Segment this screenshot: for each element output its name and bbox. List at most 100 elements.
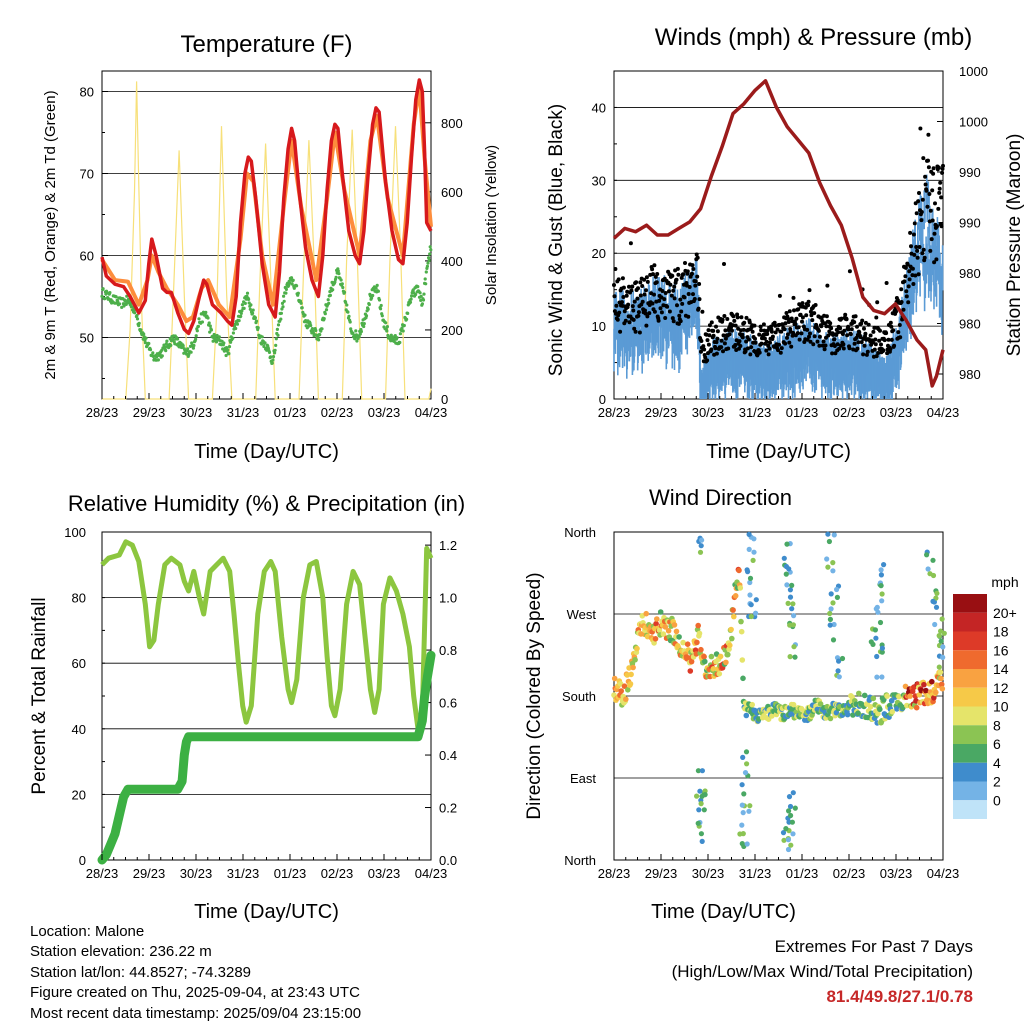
dewpoint-point — [135, 317, 140, 321]
direction-point — [924, 552, 930, 558]
pressure-ytick-label: 980 — [959, 266, 981, 281]
gust-point — [936, 206, 941, 211]
gust-point — [795, 331, 800, 336]
dewpoint-point — [231, 336, 235, 340]
dewpoint-point — [240, 303, 244, 307]
gust-point — [749, 345, 754, 350]
direction-point — [753, 610, 759, 616]
extremes-title: Extremes For Past 7 Days — [774, 937, 973, 956]
dewpoint-point — [428, 252, 432, 256]
direction-point — [654, 616, 660, 622]
dewpoint-point — [284, 287, 288, 291]
gust-point — [741, 327, 746, 332]
gust-point — [647, 311, 652, 316]
gust-point — [697, 282, 702, 286]
dewpoint-point — [251, 311, 255, 315]
dewpoint-point — [320, 327, 324, 331]
gust-point — [669, 293, 674, 298]
gust-point — [762, 328, 767, 333]
gust-point — [663, 291, 668, 295]
direction-point — [725, 651, 731, 658]
gust-point — [662, 297, 667, 302]
direction-point — [747, 579, 753, 586]
dewpoint-point — [291, 278, 295, 282]
dewpoint-point — [309, 323, 313, 328]
gust-point — [744, 339, 749, 344]
direction-point — [938, 638, 944, 644]
gust-point — [635, 296, 640, 301]
dir-xtick-label: 04/23 — [927, 866, 960, 881]
gust-point — [816, 328, 821, 333]
wind-xtick-label: 02/23 — [833, 405, 866, 420]
dewpoint-point — [333, 280, 337, 284]
dewpoint-point — [402, 323, 406, 328]
dewpoint-point — [327, 301, 331, 305]
direction-point — [694, 793, 700, 799]
temp-xtick-label: 01/23 — [274, 405, 307, 420]
dewpoint-point — [271, 355, 276, 359]
gust-point — [677, 313, 682, 318]
dewpoint-point — [108, 291, 112, 295]
gust-point — [934, 224, 939, 229]
direction-point — [889, 708, 896, 715]
gust-point — [694, 252, 699, 257]
gust-point — [820, 343, 825, 348]
dewpoint-point — [275, 327, 279, 331]
gust-point — [914, 211, 919, 216]
dewpoint-point — [303, 313, 307, 317]
gust-point — [764, 339, 769, 344]
gust-point — [903, 274, 908, 279]
gust-point — [787, 340, 792, 345]
dewpoint-point — [273, 351, 277, 355]
direction-point — [939, 616, 945, 622]
gust-point — [777, 293, 782, 298]
direction-point — [879, 591, 885, 597]
gust-point — [852, 320, 857, 325]
gust-point — [907, 269, 912, 274]
solar-ytick-label: 400 — [441, 254, 463, 269]
gust-point — [937, 186, 942, 191]
direction-point — [827, 610, 833, 617]
direction-point — [748, 613, 754, 620]
relative-humidity-line — [100, 539, 434, 732]
gust-point — [898, 335, 903, 340]
dewpoint-point — [120, 305, 124, 309]
colorbar-label: 14 — [993, 661, 1009, 677]
dewpoint-point — [353, 337, 357, 341]
gust-point — [750, 329, 755, 334]
dewpoint-point — [135, 313, 139, 318]
gust-point — [691, 267, 696, 271]
direction-point — [787, 803, 794, 810]
gust-point — [808, 331, 812, 336]
direction-scatter-series — [694, 531, 947, 853]
gust-point — [746, 337, 751, 342]
gust-point — [811, 342, 816, 347]
gust-point — [938, 180, 943, 185]
gust-point — [683, 261, 687, 265]
gust-point — [876, 351, 881, 355]
direction-point — [940, 654, 946, 661]
gust-point — [914, 245, 919, 249]
temp-chart-title: Temperature (F) — [180, 31, 352, 58]
dewpoint-point — [281, 305, 285, 309]
gust-point — [622, 309, 627, 314]
dewpoint-point — [296, 291, 300, 295]
temp-ytick-label: 80 — [80, 85, 94, 100]
direction-point — [652, 636, 659, 642]
wind-xtick-label: 28/23 — [598, 405, 631, 420]
rh-xtick-label: 31/23 — [227, 866, 260, 881]
dewpoint-point — [245, 291, 250, 295]
dewpoint-point — [339, 278, 343, 282]
dewpoint-point — [398, 332, 402, 336]
direction-point — [783, 571, 789, 577]
direction-point — [786, 566, 792, 572]
gust-point — [735, 315, 740, 320]
temp-xtick-label: 28/23 — [86, 405, 119, 420]
gust-point — [844, 317, 849, 322]
gust-point — [657, 298, 662, 303]
dewpoint-point — [123, 299, 127, 303]
gust-point — [757, 332, 762, 337]
dewpoint-point — [234, 326, 238, 331]
dewpoint-point — [114, 295, 118, 299]
